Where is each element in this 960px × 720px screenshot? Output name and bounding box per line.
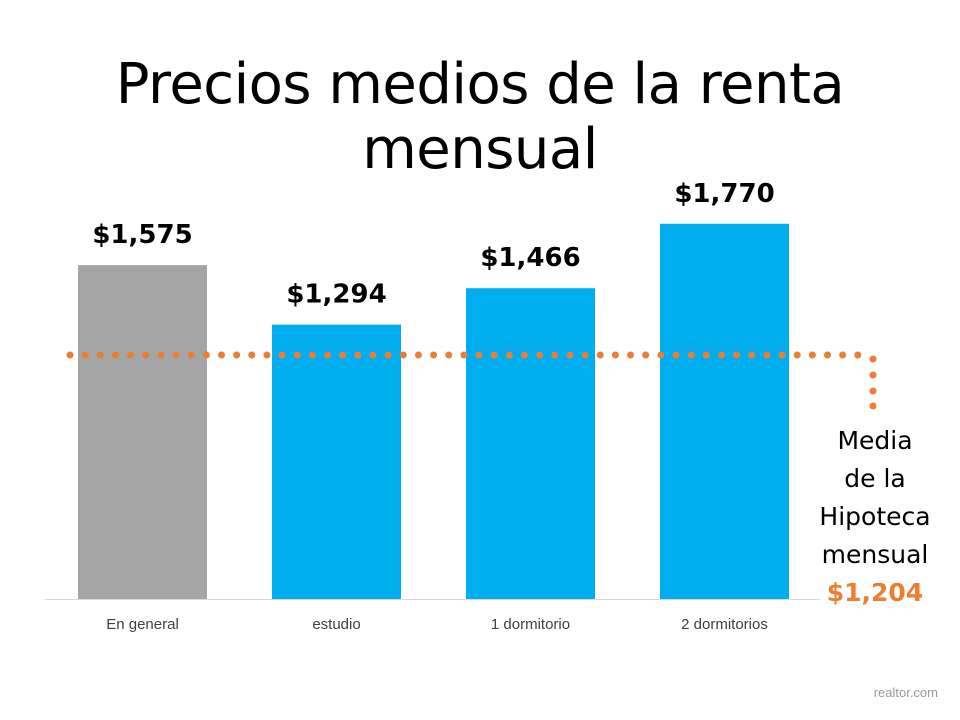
reference-dot: [142, 351, 150, 359]
reference-dot: [430, 351, 438, 359]
reference-dot: [81, 351, 89, 359]
category-label-3: 2 dormitorios: [681, 616, 768, 633]
data-label-0: $1,575: [92, 220, 192, 250]
bar-1: [272, 324, 401, 599]
data-label-1: $1,294: [286, 280, 386, 310]
reference-dot: [869, 355, 877, 363]
reference-dot: [66, 351, 74, 359]
reference-line-label: Media de la Hipoteca mensual $1,204: [800, 422, 950, 612]
reference-dot: [293, 351, 301, 359]
reference-dot: [324, 351, 332, 359]
reference-dot: [869, 371, 877, 379]
reference-label-line-2: de la: [844, 464, 906, 493]
reference-dot: [384, 351, 392, 359]
reference-dot: [869, 402, 877, 410]
reference-dot: [581, 351, 589, 359]
data-label-3: $1,770: [674, 179, 774, 209]
reference-dot: [399, 351, 407, 359]
reference-dot: [778, 351, 786, 359]
reference-dot: [475, 351, 483, 359]
reference-dot: [657, 351, 665, 359]
reference-dot: [218, 351, 225, 359]
source-credit: realtor.com: [873, 685, 938, 700]
reference-dot: [748, 351, 756, 359]
reference-label-line-3: Hipoteca: [819, 502, 931, 531]
reference-dot: [308, 351, 316, 359]
reference-dot: [566, 351, 574, 359]
reference-dot: [369, 351, 377, 359]
reference-dot: [187, 351, 195, 359]
chart-title: Precios medios de la renta mensual: [115, 52, 845, 182]
reference-dot: [839, 351, 847, 359]
category-label-2: 1 dormitorio: [491, 616, 570, 633]
reference-dot: [733, 351, 741, 359]
reference-dot: [263, 351, 271, 359]
reference-dot: [339, 351, 347, 359]
category-label-1: estudio: [312, 616, 360, 633]
reference-dot: [627, 351, 635, 359]
reference-dot: [202, 351, 210, 359]
reference-dot: [460, 351, 468, 359]
reference-dot: [854, 351, 862, 359]
reference-label-line-4: mensual: [821, 540, 929, 569]
reference-line: [66, 351, 877, 410]
reference-dot: [793, 351, 801, 359]
reference-dot: [551, 351, 559, 359]
reference-dot: [687, 351, 695, 359]
reference-dot: [490, 351, 498, 359]
reference-dot: [642, 351, 650, 359]
reference-dot: [414, 351, 422, 359]
reference-dot: [248, 351, 256, 359]
reference-dot: [536, 351, 544, 359]
reference-dot: [96, 351, 104, 359]
bar-3: [660, 223, 789, 599]
reference-label-line-1: Media: [837, 426, 913, 455]
bar-0: [78, 265, 207, 599]
category-label-0: En general: [106, 616, 179, 633]
reference-dot: [808, 351, 816, 359]
reference-dot: [596, 351, 604, 359]
reference-dot: [702, 351, 710, 359]
reference-dot: [672, 351, 680, 359]
reference-dot: [157, 351, 165, 359]
reference-dot: [611, 351, 619, 359]
reference-dot: [521, 351, 528, 359]
reference-dot: [824, 351, 831, 359]
reference-dot: [869, 387, 877, 395]
data-label-2: $1,466: [480, 243, 580, 273]
reference-value-label: $1,204: [826, 578, 924, 607]
bar-2: [466, 288, 595, 599]
reference-dot: [111, 351, 119, 359]
reference-dot: [278, 351, 286, 359]
reference-dot: [172, 351, 180, 359]
reference-dot: [505, 351, 513, 359]
reference-dot: [354, 351, 362, 359]
reference-dot: [717, 351, 725, 359]
reference-dot: [233, 351, 241, 359]
reference-dot: [445, 351, 453, 359]
reference-dot: [763, 351, 771, 359]
reference-dot: [127, 351, 135, 359]
